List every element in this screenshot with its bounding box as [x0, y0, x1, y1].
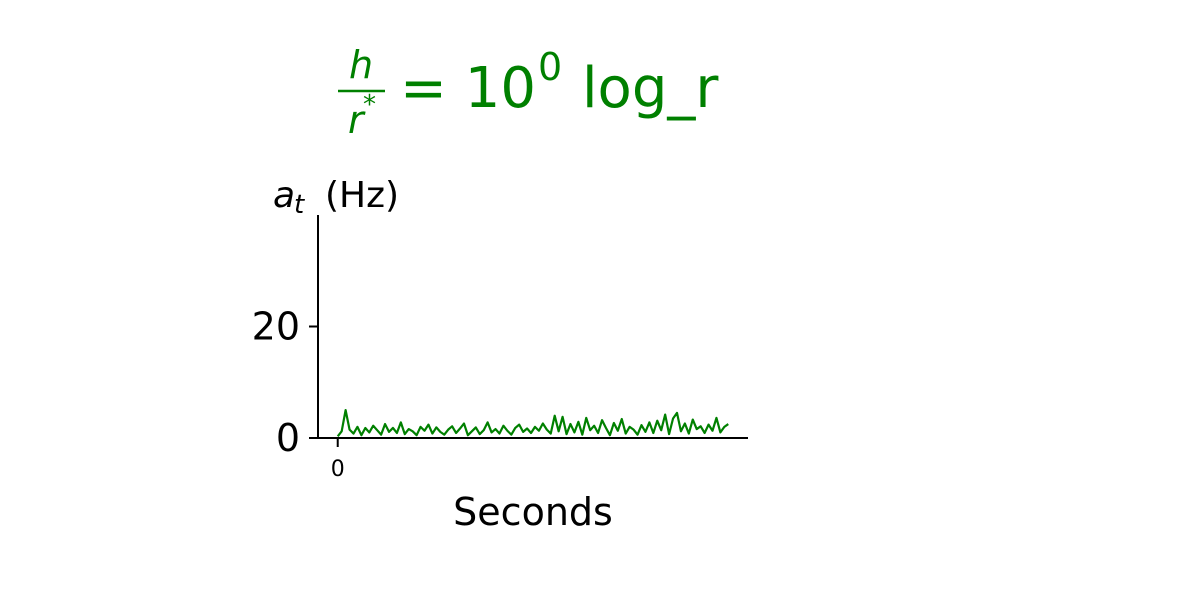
- title-main: = 10: [400, 56, 536, 121]
- y-label-symbol: a: [273, 175, 295, 216]
- y-label-unit: (Hz): [325, 175, 399, 216]
- chart-title: h r * = 10 0 log_r: [338, 43, 719, 142]
- title-exponent: 0: [538, 45, 562, 89]
- title-numerator: h: [349, 43, 373, 87]
- y-label-subscript: t: [294, 190, 305, 220]
- title-denominator: r: [348, 98, 366, 142]
- x-tick-label: 0: [331, 457, 345, 482]
- data-line: [336, 409, 729, 438]
- y-tick-label: 0: [276, 416, 300, 460]
- title-suffix: log_r: [582, 56, 719, 121]
- x-label: Seconds: [453, 490, 613, 534]
- title-denominator-sup: *: [363, 90, 376, 120]
- y-tick-label: 20: [252, 305, 300, 349]
